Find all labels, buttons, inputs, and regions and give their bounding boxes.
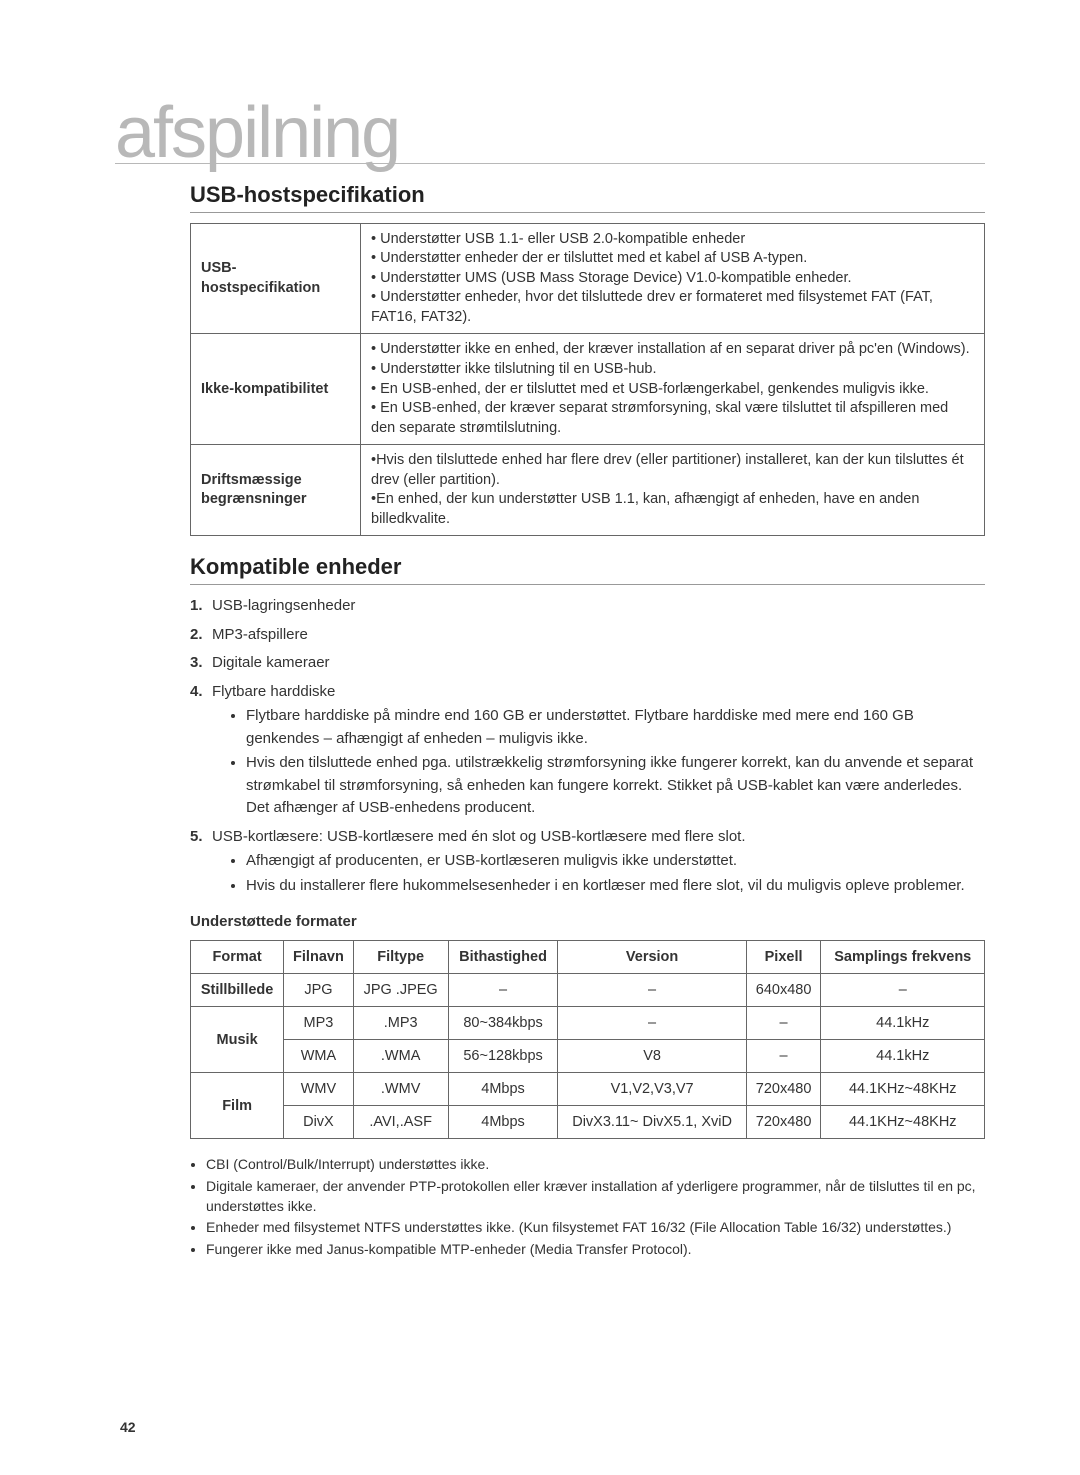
bullet-text: Understøtter USB 1.1- eller USB 2.0-komp… xyxy=(380,231,745,247)
table-row: Stillbillede JPG JPG .JPEG – – 640x480 – xyxy=(191,974,985,1007)
compat-list: USB-lagringsenheder MP3-afspillere Digit… xyxy=(190,595,985,897)
cell: 80~384kbps xyxy=(448,1007,558,1040)
table-row: Ikke-kompatibilitet • Understøtter ikke … xyxy=(191,334,985,445)
cell: 56~128kbps xyxy=(448,1040,558,1073)
note-item: Fungerer ikke med Janus-kompatible MTP-e… xyxy=(206,1240,985,1260)
table-row: Film WMV .WMV 4Mbps V1,V2,V3,V7 720x480 … xyxy=(191,1073,985,1106)
bullet-text: En USB-enhed, der kræver separat strømfo… xyxy=(371,400,948,436)
cell: 720x480 xyxy=(746,1106,821,1139)
table-row: WMA .WMA 56~128kbps V8 – 44.1kHz xyxy=(191,1040,985,1073)
bullet-text: Understøtter enheder der er tilsluttet m… xyxy=(380,250,807,266)
list-text: MP3-afspillere xyxy=(212,626,308,643)
table-row: DivX .AVI,.ASF 4Mbps DivX3.11~ DivX5.1, … xyxy=(191,1106,985,1139)
cell: – xyxy=(746,1040,821,1073)
note-item: Digitale kameraer, der anvender PTP-prot… xyxy=(206,1177,985,1216)
cell: – xyxy=(746,1007,821,1040)
note-item: CBI (Control/Bulk/Interrupt) understøtte… xyxy=(206,1155,985,1175)
cell: DivX3.11~ DivX5.1, XviD xyxy=(558,1106,746,1139)
col-header: Filtype xyxy=(353,941,448,974)
list-item: MP3-afspillere xyxy=(190,624,985,647)
format-label: Film xyxy=(191,1073,284,1139)
cell: 44.1KHz~48KHz xyxy=(821,1106,985,1139)
cell: – xyxy=(558,974,746,1007)
list-text: USB-lagringsenheder xyxy=(212,597,355,614)
spec-label: Ikke-kompatibilitet xyxy=(191,334,361,445)
sub-item: Flytbare harddiske på mindre end 160 GB … xyxy=(246,705,985,750)
list-item: USB-kortlæsere: USB-kortlæsere med én sl… xyxy=(190,826,985,898)
list-text: Flytbare harddiske xyxy=(212,683,335,700)
spec-value: •Hvis den tilsluttede enhed har flere dr… xyxy=(361,445,985,536)
col-header: Samplings frekvens xyxy=(821,941,985,974)
bullet-text: Understøtter ikke tilslutning til en USB… xyxy=(380,361,656,377)
cell: 44.1kHz xyxy=(821,1040,985,1073)
col-header: Version xyxy=(558,941,746,974)
table-row: Driftsmæssige begrænsninger •Hvis den ti… xyxy=(191,445,985,536)
table-row: USB-hostspecifikation • Understøtter USB… xyxy=(191,223,985,334)
sub-item: Hvis den tilsluttede enhed pga. utilstræ… xyxy=(246,752,985,820)
note-item: Enheder med filsystemet NTFS understøtte… xyxy=(206,1218,985,1238)
col-header: Pixell xyxy=(746,941,821,974)
bullet-text: Hvis den tilsluttede enhed har flere dre… xyxy=(371,452,964,488)
cell: – xyxy=(821,974,985,1007)
section-heading-compat: Kompatible enheder xyxy=(190,554,985,585)
page-title: afspilning xyxy=(115,105,985,164)
table-row: Musik MP3 .MP3 80~384kbps – – 44.1kHz xyxy=(191,1007,985,1040)
format-label: Musik xyxy=(191,1007,284,1073)
sub-list: Afhængigt af producenten, er USB-kortlæs… xyxy=(246,850,985,897)
cell: .AVI,.ASF xyxy=(353,1106,448,1139)
col-header: Bithastighed xyxy=(448,941,558,974)
formats-table: Format Filnavn Filtype Bithastighed Vers… xyxy=(190,940,985,1139)
spec-value: • Understøtter ikke en enhed, der kræver… xyxy=(361,334,985,445)
notes-list: CBI (Control/Bulk/Interrupt) understøtte… xyxy=(206,1155,985,1259)
cell: JPG .JPEG xyxy=(353,974,448,1007)
spec-value: • Understøtter USB 1.1- eller USB 2.0-ko… xyxy=(361,223,985,334)
format-label: Stillbillede xyxy=(191,974,284,1007)
spec-label: Driftsmæssige begrænsninger xyxy=(191,445,361,536)
cell: 4Mbps xyxy=(448,1106,558,1139)
cell: WMV xyxy=(284,1073,353,1106)
content-area: USB-hostspecifikation USB-hostspecifikat… xyxy=(120,182,985,1260)
formats-subheading: Understøttede formater xyxy=(190,913,985,930)
page-number: 42 xyxy=(120,1419,136,1435)
list-item: USB-lagringsenheder xyxy=(190,595,985,618)
bullet-text: En USB-enhed, der er tilsluttet med et U… xyxy=(380,381,929,397)
cell: MP3 xyxy=(284,1007,353,1040)
cell: 720x480 xyxy=(746,1073,821,1106)
cell: DivX xyxy=(284,1106,353,1139)
sub-item: Afhængigt af producenten, er USB-kortlæs… xyxy=(246,850,985,873)
bullet-text: Understøtter UMS (USB Mass Storage Devic… xyxy=(380,270,851,286)
cell: .WMV xyxy=(353,1073,448,1106)
list-text: USB-kortlæsere: USB-kortlæsere med én sl… xyxy=(212,828,746,845)
cell: JPG xyxy=(284,974,353,1007)
spec-label: USB-hostspecifikation xyxy=(191,223,361,334)
cell: 44.1kHz xyxy=(821,1007,985,1040)
list-text: Digitale kameraer xyxy=(212,654,330,671)
col-header: Format xyxy=(191,941,284,974)
cell: 640x480 xyxy=(746,974,821,1007)
list-item: Digitale kameraer xyxy=(190,652,985,675)
cell: .MP3 xyxy=(353,1007,448,1040)
cell: – xyxy=(558,1007,746,1040)
cell: 4Mbps xyxy=(448,1073,558,1106)
bullet-text: Understøtter ikke en enhed, der kræver i… xyxy=(380,341,970,357)
usb-spec-table: USB-hostspecifikation • Understøtter USB… xyxy=(190,223,985,537)
cell: V8 xyxy=(558,1040,746,1073)
cell: WMA xyxy=(284,1040,353,1073)
col-header: Filnavn xyxy=(284,941,353,974)
cell: V1,V2,V3,V7 xyxy=(558,1073,746,1106)
list-item: Flytbare harddiske Flytbare harddiske på… xyxy=(190,681,985,820)
sub-item: Hvis du installerer flere hukommelsesenh… xyxy=(246,875,985,898)
cell: 44.1KHz~48KHz xyxy=(821,1073,985,1106)
bullet-text: En enhed, der kun understøtter USB 1.1, … xyxy=(371,491,919,527)
sub-list: Flytbare harddiske på mindre end 160 GB … xyxy=(246,705,985,820)
table-header-row: Format Filnavn Filtype Bithastighed Vers… xyxy=(191,941,985,974)
bullet-text: Understøtter enheder, hvor det tilslutte… xyxy=(371,289,933,325)
section-heading-usb: USB-hostspecifikation xyxy=(190,182,985,213)
cell: – xyxy=(448,974,558,1007)
cell: .WMA xyxy=(353,1040,448,1073)
